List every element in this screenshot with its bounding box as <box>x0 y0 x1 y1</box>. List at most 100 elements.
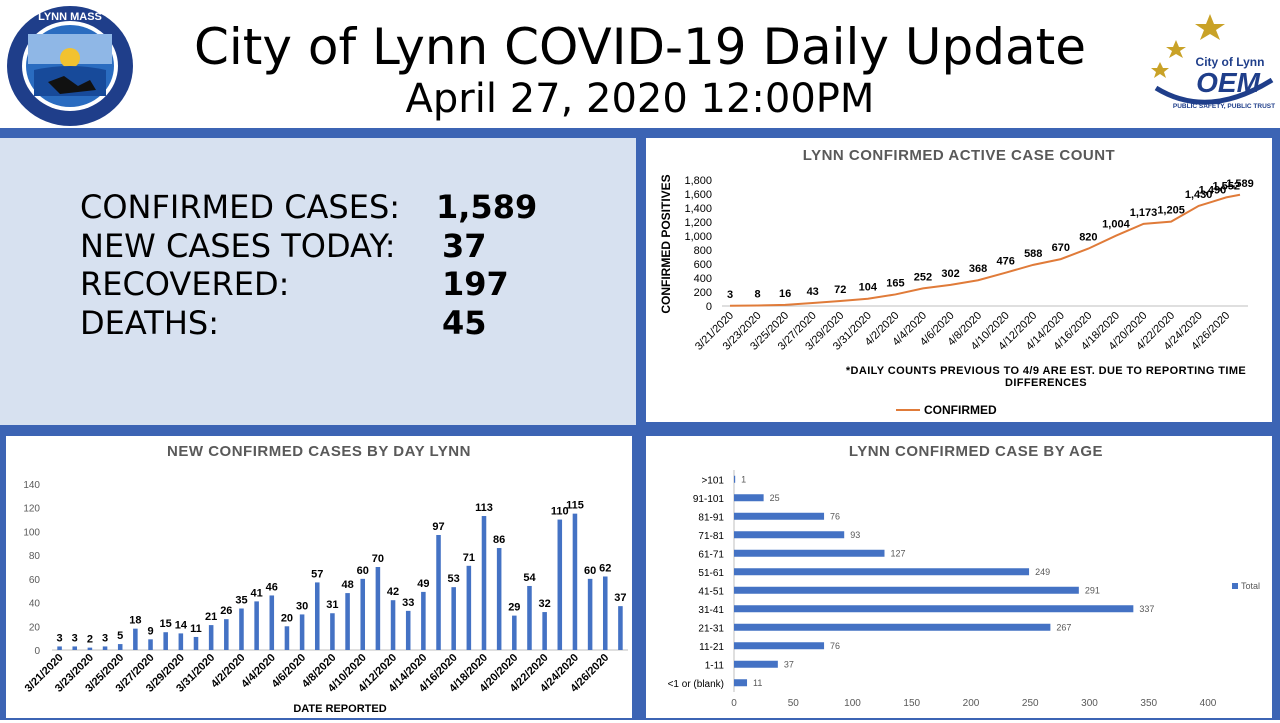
bar <box>239 608 244 650</box>
bar <box>734 660 778 668</box>
bar <box>734 586 1079 594</box>
bar-data-label: 97 <box>432 521 444 533</box>
x-tick-label: 400 <box>1200 698 1217 709</box>
bar-data-label: 11 <box>753 678 762 688</box>
data-label: 1,430 <box>1185 189 1213 201</box>
bar-data-label: 25 <box>770 493 780 503</box>
y-tick-label: 80 <box>29 551 41 562</box>
bar-data-label: 11 <box>190 623 202 635</box>
bar <box>284 626 290 650</box>
data-label: 252 <box>914 271 932 283</box>
svg-text:City of Lynn: City of Lynn <box>1196 55 1265 69</box>
stat-value-confirmed: 1,589 <box>436 188 538 226</box>
bar-data-label: 60 <box>584 565 596 577</box>
data-label: 72 <box>834 284 846 296</box>
bar <box>734 549 885 557</box>
bar <box>57 646 62 650</box>
category-label: 71-81 <box>698 531 724 542</box>
bar-data-label: 54 <box>523 572 536 584</box>
category-label: >101 <box>701 475 724 486</box>
bar-data-label: 60 <box>357 565 369 577</box>
stat-value-deaths: 45 <box>442 304 487 342</box>
stat-label-deaths: DEATHS: <box>80 304 219 342</box>
stat-label-new: NEW CASES TODAY: <box>80 227 396 265</box>
x-axis-label: DATE REPORTED <box>293 703 386 715</box>
y-tick-label: 20 <box>29 622 41 633</box>
bar <box>314 582 320 650</box>
bar-data-label: 62 <box>599 562 611 574</box>
data-label: 588 <box>1024 248 1042 260</box>
category-label: 41-51 <box>698 586 724 597</box>
bar-data-label: 3 <box>72 632 78 644</box>
y-tick-label: 1,600 <box>684 189 712 201</box>
bar-data-label: 70 <box>372 553 384 565</box>
page-subtitle: April 27, 2020 12:00PM <box>405 76 875 122</box>
bar-data-label: 291 <box>1085 585 1100 595</box>
bar <box>734 568 1030 576</box>
data-label: 1,589 <box>1226 178 1254 190</box>
data-label: 476 <box>996 256 1014 268</box>
category-label: 91-101 <box>693 494 725 505</box>
y-tick-label: 100 <box>23 527 40 538</box>
bar-data-label: 93 <box>850 530 860 540</box>
bar-data-label: 1 <box>741 474 746 484</box>
y-tick-label: 1,800 <box>684 175 712 187</box>
bar-data-label: 76 <box>830 511 840 521</box>
data-label: 16 <box>779 288 791 300</box>
category-label: <1 or (blank) <box>668 679 724 690</box>
bar-data-label: 53 <box>448 573 460 585</box>
x-tick-label: 200 <box>963 698 980 709</box>
bar <box>133 628 138 650</box>
bar <box>193 636 199 650</box>
bar <box>734 642 825 650</box>
data-label: 104 <box>859 282 878 294</box>
y-tick-label: 400 <box>694 273 712 285</box>
chart-title: NEW CONFIRMED CASES BY DAY LYNN <box>167 443 471 460</box>
bar-data-label: 267 <box>1056 622 1071 632</box>
x-tick-label: 100 <box>844 698 861 709</box>
category-label: 81-91 <box>698 512 724 523</box>
y-tick-label: 200 <box>694 287 712 299</box>
x-tick-label: 350 <box>1140 698 1157 709</box>
category-label: 11-21 <box>699 642 724 653</box>
data-label: 165 <box>886 277 904 289</box>
data-label: 670 <box>1052 242 1070 254</box>
bar <box>390 600 396 650</box>
chart-title: LYNN CONFIRMED CASE BY AGE <box>849 443 1103 460</box>
bar-data-label: 86 <box>493 534 505 546</box>
bar-data-label: 46 <box>266 581 278 593</box>
y-tick-label: 140 <box>23 480 40 491</box>
bar-data-label: 71 <box>463 552 475 564</box>
bar <box>299 614 305 650</box>
bar <box>436 534 441 650</box>
legend-swatch <box>1232 583 1238 589</box>
bar <box>557 519 563 650</box>
bar-data-label: 37 <box>614 592 626 604</box>
bar-data-label: 15 <box>160 618 172 630</box>
chart-note-line2: DIFFERENCES <box>1005 377 1087 389</box>
bar-data-label: 14 <box>175 619 188 631</box>
chart-title: LYNN CONFIRMED ACTIVE CASE COUNT <box>803 147 1115 164</box>
stat-label-recovered: RECOVERED: <box>80 265 290 303</box>
data-label: 43 <box>807 286 819 298</box>
bar <box>734 475 736 483</box>
bar <box>405 610 411 650</box>
bar <box>102 646 108 650</box>
bar <box>163 632 168 650</box>
bar <box>360 578 366 650</box>
svg-text:LYNN MASS: LYNN MASS <box>38 11 102 23</box>
bar-data-label: 3 <box>102 632 108 644</box>
active-case-line-chart: LYNN CONFIRMED ACTIVE CASE COUNT CONFIRME… <box>659 147 1254 417</box>
category-label: 21-31 <box>698 623 724 634</box>
data-label: 368 <box>969 263 987 275</box>
bar <box>734 531 845 539</box>
bar <box>602 576 608 650</box>
bar <box>375 567 381 650</box>
bar-chart-panel: NEW CONFIRMED CASES BY DAY LYNN 0 20 40 60 80… <box>6 436 632 718</box>
y-tick-label: 1,400 <box>684 203 712 215</box>
bar <box>734 512 825 520</box>
legend-label: CONFIRMED <box>924 403 997 417</box>
y-tick-label: 120 <box>23 504 40 515</box>
bar-data-label: 21 <box>205 611 217 623</box>
x-tick-label: 0 <box>731 698 737 709</box>
